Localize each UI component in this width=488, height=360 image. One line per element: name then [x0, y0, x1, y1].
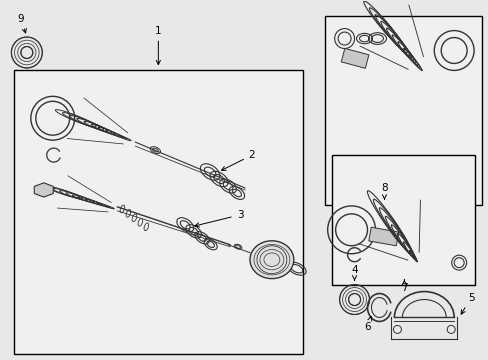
Bar	[331, 155, 474, 285]
Text: 5: 5	[460, 293, 473, 314]
Polygon shape	[34, 183, 53, 197]
Text: 3: 3	[195, 210, 243, 227]
Ellipse shape	[249, 241, 293, 279]
Bar	[341, 48, 368, 68]
Text: 6: 6	[364, 316, 371, 332]
Text: 7: 7	[400, 280, 407, 293]
Text: 2: 2	[221, 150, 255, 170]
Text: 9: 9	[18, 14, 26, 33]
Text: 1: 1	[155, 26, 162, 64]
Text: 8: 8	[380, 183, 387, 199]
Bar	[14, 71, 302, 354]
Text: 4: 4	[350, 265, 357, 280]
Bar	[324, 15, 481, 205]
Bar	[368, 227, 398, 246]
